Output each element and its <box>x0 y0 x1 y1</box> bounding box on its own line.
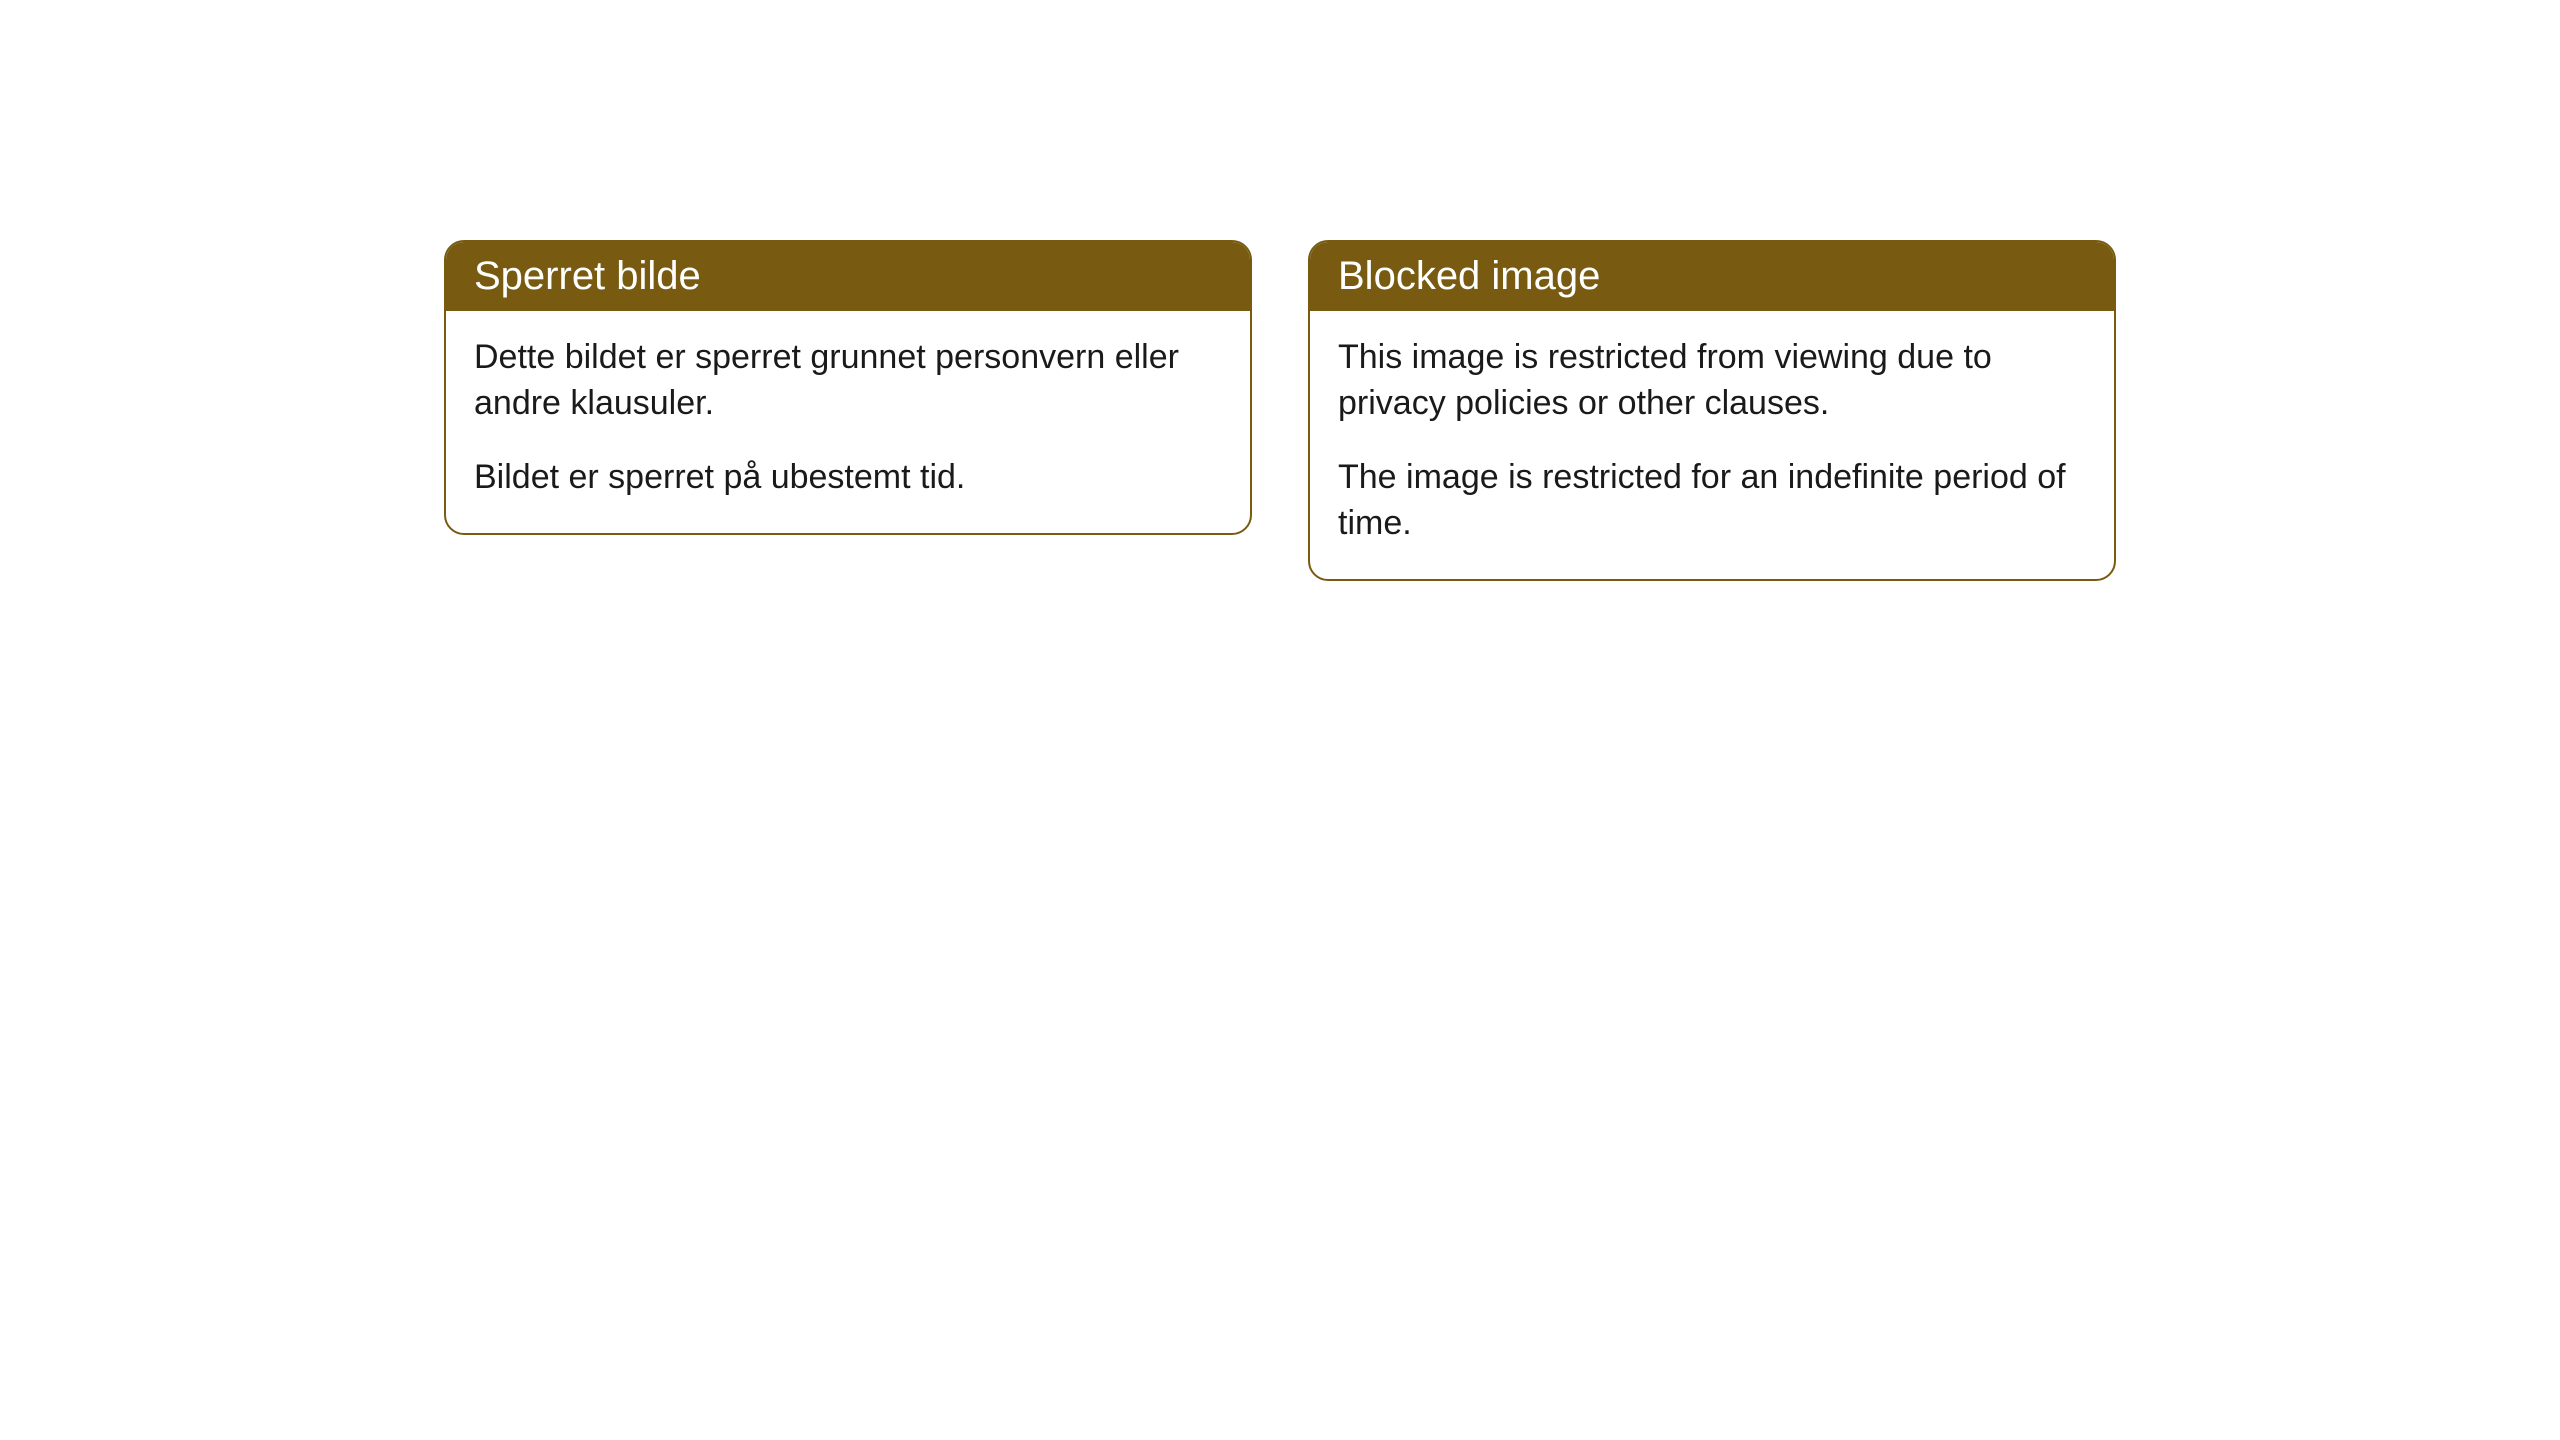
card-paragraph: This image is restricted from viewing du… <box>1338 335 2086 427</box>
card-title: Blocked image <box>1338 254 1600 298</box>
notice-cards-container: Sperret bilde Dette bildet er sperret gr… <box>444 240 2116 1440</box>
notice-card-norwegian: Sperret bilde Dette bildet er sperret gr… <box>444 240 1252 535</box>
notice-card-english: Blocked image This image is restricted f… <box>1308 240 2116 581</box>
card-paragraph: Bildet er sperret på ubestemt tid. <box>474 455 1222 501</box>
card-header: Blocked image <box>1310 242 2114 311</box>
card-title: Sperret bilde <box>474 254 701 298</box>
card-header: Sperret bilde <box>446 242 1250 311</box>
card-body: Dette bildet er sperret grunnet personve… <box>446 311 1250 533</box>
card-body: This image is restricted from viewing du… <box>1310 311 2114 579</box>
card-paragraph: The image is restricted for an indefinit… <box>1338 455 2086 547</box>
card-paragraph: Dette bildet er sperret grunnet personve… <box>474 335 1222 427</box>
